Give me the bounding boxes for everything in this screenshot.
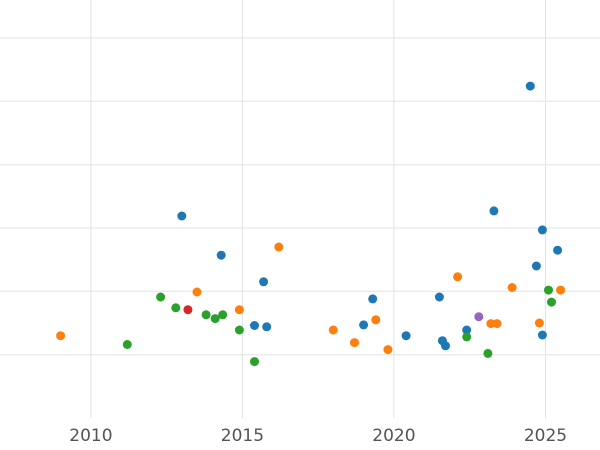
data-point-blue	[537, 225, 547, 235]
data-point-orange	[274, 242, 284, 252]
data-point-orange	[556, 285, 566, 295]
data-point-blue	[259, 277, 269, 287]
x-tick-label: 2020	[372, 426, 415, 446]
data-point-blue	[553, 245, 563, 255]
data-point-green	[250, 357, 259, 367]
data-point-blue	[525, 81, 535, 91]
data-point-green	[171, 303, 181, 313]
data-point-blue	[489, 206, 499, 216]
data-point-blue	[531, 261, 541, 271]
data-point-green	[544, 285, 553, 295]
data-point-orange	[492, 319, 502, 329]
data-point-orange	[192, 287, 202, 297]
data-point-orange	[507, 283, 517, 292]
data-point-blue	[401, 331, 411, 341]
data-point-blue	[216, 250, 226, 260]
x-tick-label: 2025	[524, 426, 567, 446]
data-point-orange	[371, 315, 381, 325]
x-tick-label: 2015	[221, 426, 264, 446]
data-point-orange	[383, 345, 393, 355]
data-point-green	[201, 310, 211, 320]
data-point-blue	[359, 320, 369, 330]
data-point-orange	[234, 305, 244, 315]
data-point-orange	[534, 318, 544, 328]
data-point-orange	[56, 331, 66, 341]
data-point-blue	[434, 292, 444, 302]
data-point-blue	[177, 211, 187, 221]
data-point-green	[462, 332, 472, 342]
data-point-purple	[474, 312, 484, 322]
data-point-blue	[537, 330, 547, 340]
data-point-orange	[453, 272, 463, 282]
data-point-blue	[368, 294, 378, 304]
data-point-orange	[350, 338, 359, 348]
data-point-green	[210, 314, 220, 324]
data-point-blue	[462, 325, 472, 335]
data-point-blue	[441, 341, 450, 351]
data-point-green	[234, 325, 244, 335]
data-point-green	[547, 297, 556, 307]
x-tick-label: 2010	[69, 426, 112, 446]
data-point-green	[218, 310, 228, 320]
data-point-orange	[328, 325, 338, 335]
data-point-green	[122, 340, 132, 349]
data-point-red	[183, 305, 193, 315]
data-point-green	[156, 292, 166, 302]
data-point-green	[483, 348, 493, 358]
data-point-blue	[262, 322, 272, 332]
data-point-blue	[250, 321, 259, 330]
